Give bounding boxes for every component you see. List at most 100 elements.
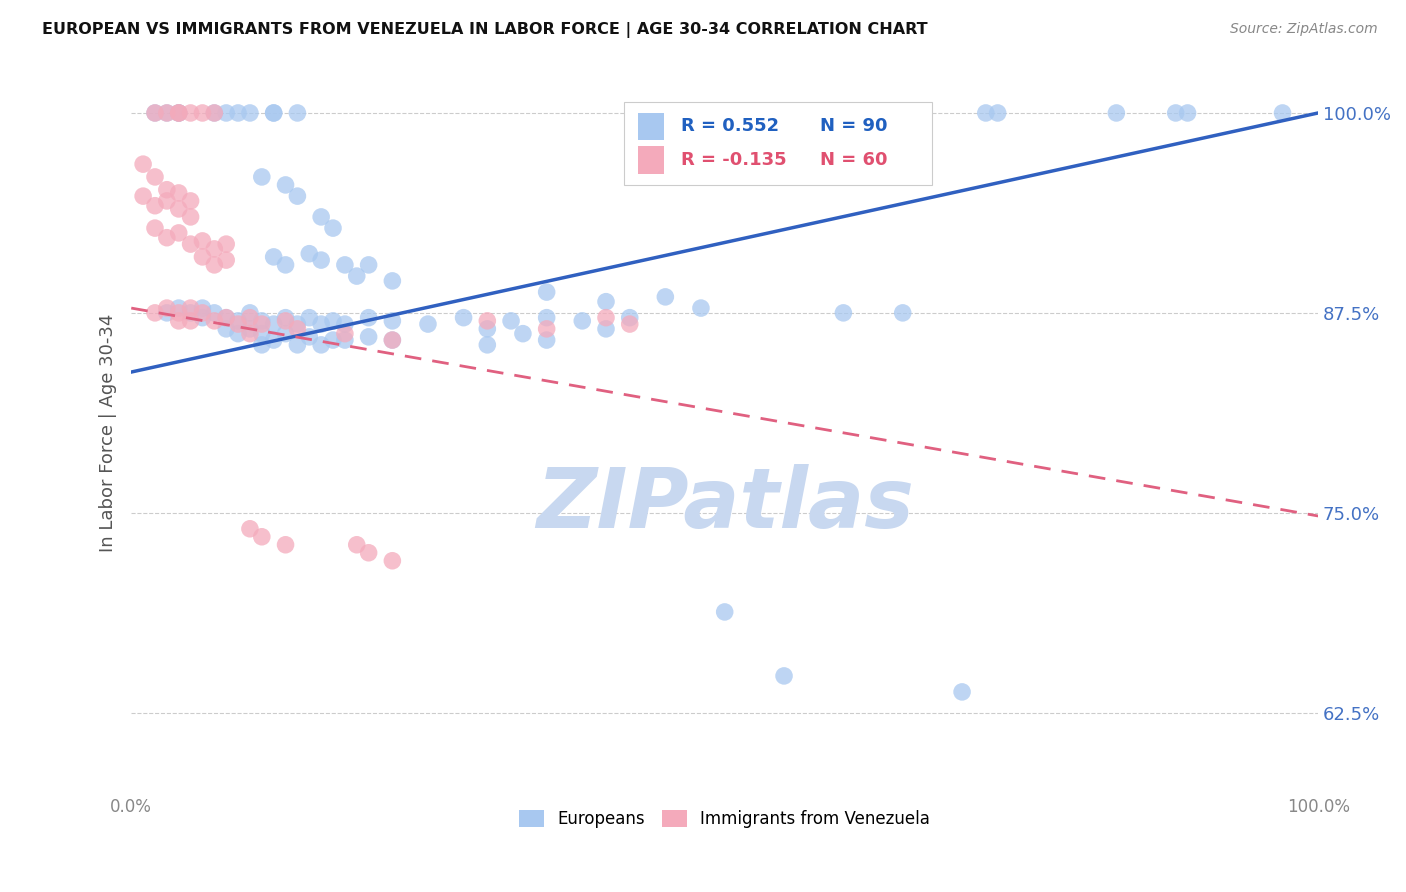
Point: [298, 330, 321, 344]
Point: [499, 314, 522, 328]
Point: [322, 333, 344, 347]
Point: [239, 306, 262, 320]
Point: [595, 310, 617, 325]
Point: [180, 210, 202, 224]
Point: [309, 338, 332, 352]
Point: [1105, 106, 1128, 120]
Point: [226, 106, 249, 120]
Point: [191, 106, 214, 120]
Point: [333, 317, 356, 331]
Point: [143, 169, 166, 184]
Point: [202, 106, 225, 120]
Point: [287, 317, 309, 331]
Point: [226, 317, 249, 331]
Point: [215, 237, 238, 252]
Point: [167, 186, 190, 200]
Point: [156, 301, 179, 315]
Point: [167, 106, 190, 120]
Point: [202, 242, 225, 256]
Point: [132, 157, 155, 171]
Point: [167, 226, 190, 240]
Point: [180, 106, 202, 120]
Point: [215, 310, 238, 325]
Point: [381, 333, 404, 347]
Point: [274, 314, 297, 328]
Point: [239, 310, 262, 325]
Point: [143, 221, 166, 235]
Point: [773, 669, 796, 683]
Text: EUROPEAN VS IMMIGRANTS FROM VENEZUELA IN LABOR FORCE | AGE 30-34 CORRELATION CHA: EUROPEAN VS IMMIGRANTS FROM VENEZUELA IN…: [42, 22, 928, 38]
Point: [250, 169, 273, 184]
Point: [180, 314, 202, 328]
Text: R = -0.135: R = -0.135: [681, 151, 786, 169]
Point: [346, 538, 368, 552]
Point: [987, 106, 1010, 120]
Point: [167, 314, 190, 328]
Text: N = 90: N = 90: [820, 117, 887, 136]
Point: [477, 338, 499, 352]
Point: [202, 106, 225, 120]
Point: [250, 338, 273, 352]
Point: [180, 301, 202, 315]
Point: [156, 230, 179, 244]
Point: [381, 314, 404, 328]
Point: [512, 326, 534, 341]
Point: [132, 189, 155, 203]
Point: [274, 326, 297, 341]
Point: [180, 194, 202, 208]
Point: [143, 106, 166, 120]
Point: [180, 237, 202, 252]
Point: [143, 199, 166, 213]
Point: [690, 301, 713, 315]
Point: [595, 322, 617, 336]
Point: [215, 310, 238, 325]
Point: [239, 322, 262, 336]
Point: [167, 106, 190, 120]
Point: [298, 310, 321, 325]
Point: [263, 250, 285, 264]
Point: [309, 253, 332, 268]
Point: [381, 274, 404, 288]
Point: [333, 326, 356, 341]
Point: [773, 106, 796, 120]
Bar: [624, 102, 932, 185]
Point: [298, 246, 321, 260]
Point: [274, 538, 297, 552]
Point: [357, 330, 380, 344]
Point: [215, 253, 238, 268]
Point: [891, 306, 914, 320]
Bar: [638, 112, 664, 140]
Point: [619, 317, 641, 331]
Point: [191, 306, 214, 320]
Point: [215, 322, 238, 336]
Point: [226, 314, 249, 328]
Point: [202, 314, 225, 328]
Point: [346, 269, 368, 284]
Point: [1164, 106, 1187, 120]
Point: [143, 306, 166, 320]
Text: Source: ZipAtlas.com: Source: ZipAtlas.com: [1230, 22, 1378, 37]
Point: [239, 522, 262, 536]
Point: [309, 210, 332, 224]
Point: [287, 338, 309, 352]
Point: [191, 310, 214, 325]
Point: [357, 546, 380, 560]
Point: [180, 306, 202, 320]
Point: [536, 322, 558, 336]
Point: [477, 322, 499, 336]
Legend: Europeans, Immigrants from Venezuela: Europeans, Immigrants from Venezuela: [513, 803, 936, 835]
Point: [156, 183, 179, 197]
Point: [263, 106, 285, 120]
Point: [832, 306, 855, 320]
Point: [143, 106, 166, 120]
Point: [950, 685, 973, 699]
Point: [167, 202, 190, 216]
Point: [571, 314, 593, 328]
Point: [250, 317, 273, 331]
Point: [1177, 106, 1199, 120]
Point: [322, 314, 344, 328]
Point: [263, 333, 285, 347]
Point: [191, 250, 214, 264]
Point: [156, 306, 179, 320]
Point: [974, 106, 997, 120]
